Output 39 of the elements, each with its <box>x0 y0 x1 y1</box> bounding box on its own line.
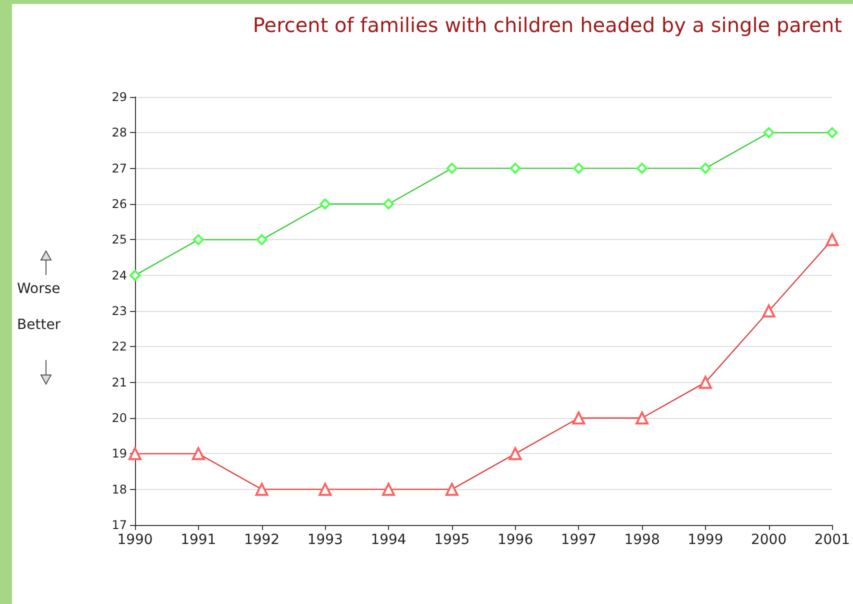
x-tick-label: 1996 <box>497 532 534 548</box>
y-tick-label: 22 <box>112 340 127 354</box>
x-tick-label: 1993 <box>307 532 343 548</box>
text: Better <box>17 317 61 333</box>
point <box>762 304 776 318</box>
y-tick-label: 23 <box>112 304 127 318</box>
x-tick-label: 1991 <box>180 532 216 548</box>
text: Worse <box>17 281 60 297</box>
y-tick-label: 27 <box>112 161 127 176</box>
point <box>318 482 332 496</box>
y-tick-label: 18 <box>112 482 127 496</box>
x-tick-label: 1998 <box>624 532 660 548</box>
point <box>382 482 396 496</box>
x-tick-label: 1994 <box>370 532 406 548</box>
y-tick-label: 20 <box>112 411 127 425</box>
point <box>698 376 712 389</box>
point <box>826 233 839 246</box>
y-tick-label: 24 <box>112 268 127 282</box>
point <box>636 412 649 424</box>
x-tick-label: 1992 <box>244 532 280 548</box>
y-tick-label: 28 <box>112 126 127 140</box>
y-tick-label: 29 <box>112 90 127 104</box>
x-tick-label: 1995 <box>434 532 470 548</box>
point <box>572 412 586 424</box>
y-tick-label: 25 <box>112 232 127 247</box>
y-tick-label: 21 <box>112 375 127 390</box>
y-tick-label: 26 <box>112 197 127 211</box>
point <box>192 447 205 460</box>
x-tick-label: 2001 <box>814 532 850 548</box>
x-tick-label: 1999 <box>688 532 724 548</box>
chart-title: Percent of families with children headed by a single parent <box>252 13 842 37</box>
point <box>445 482 458 496</box>
x-tick-label: 1990 <box>117 532 153 548</box>
point <box>508 447 522 460</box>
y-tick-label: 17 <box>112 518 127 532</box>
x-tick-label: 1997 <box>560 532 596 548</box>
x-tick-label: 2000 <box>750 532 787 548</box>
y-tick-label: 19 <box>112 446 127 461</box>
point <box>255 482 268 496</box>
